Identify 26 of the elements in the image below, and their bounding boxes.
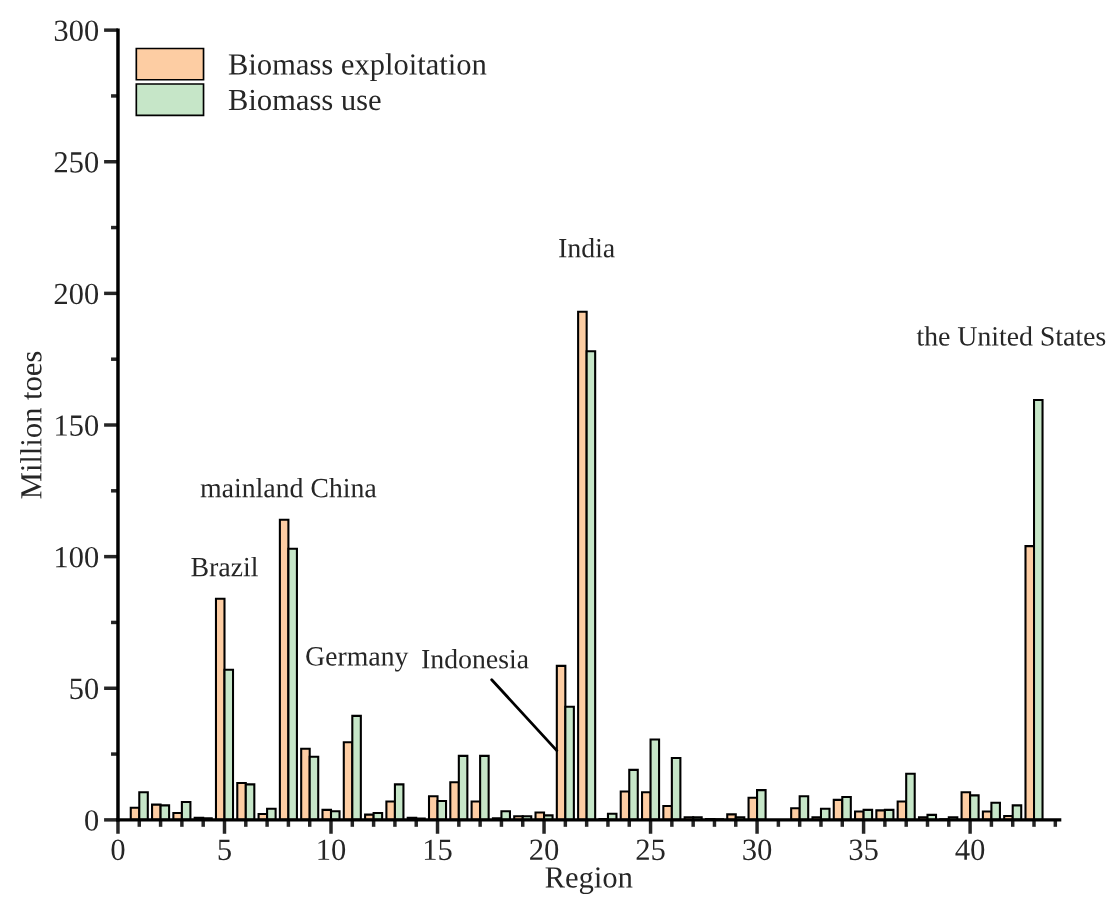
annotation: India	[559, 238, 615, 258]
x-tick-label: 5	[218, 839, 231, 861]
y-tick-label: 250	[54, 152, 99, 173]
y-tick-label: 50	[70, 678, 99, 700]
x-tick-label: 20	[530, 839, 559, 861]
x-tick-label: 0	[111, 839, 125, 861]
x-tick-label: 25	[636, 839, 665, 861]
y-tick-label: 0	[85, 810, 99, 831]
y-tick-label: 200	[54, 283, 99, 305]
y-tick-label: 100	[56, 546, 99, 568]
y-tick-label: 150	[56, 415, 99, 436]
x-tick-label: 10	[318, 839, 346, 861]
annotation: Germany	[306, 647, 409, 672]
x-axis-title: Region	[545, 867, 633, 895]
x-tick-label: 15	[424, 839, 452, 861]
annotation: Brazil	[191, 556, 258, 577]
legend-label: Biomass exploitation	[228, 53, 487, 81]
annotation: the United States	[916, 326, 1106, 346]
legend-label: Biomass use	[228, 89, 381, 111]
annotation: mainland China	[200, 477, 377, 498]
annotation: Indonesia	[422, 648, 529, 669]
x-tick-label: 40	[955, 839, 985, 861]
y-tick-label: 300	[54, 20, 99, 42]
x-tick-label: 30	[743, 839, 772, 861]
y-axis-title: Million toes	[20, 351, 42, 499]
x-tick-label: 35	[849, 839, 878, 861]
